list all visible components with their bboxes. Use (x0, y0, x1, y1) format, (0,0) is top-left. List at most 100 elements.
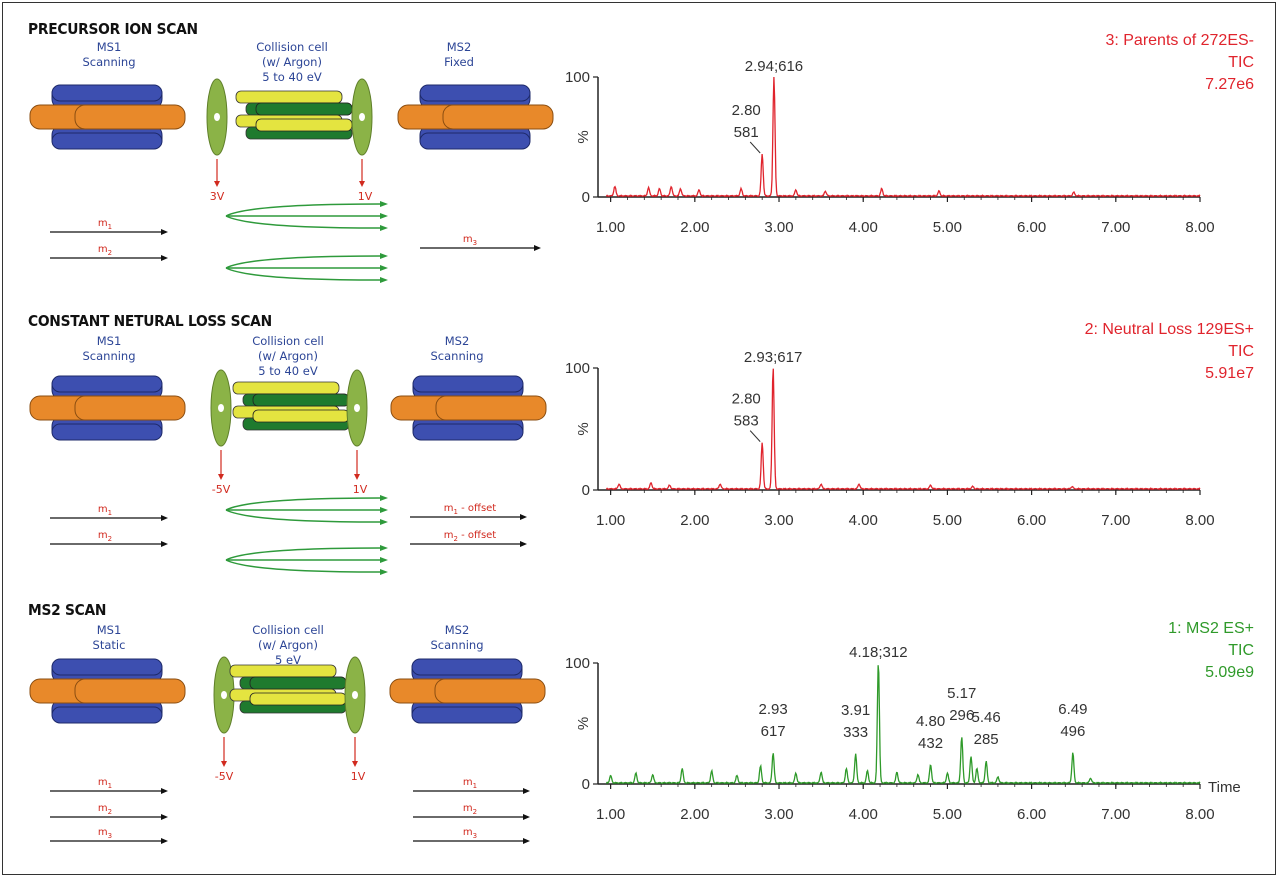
scan-title: CONSTANT NETURAL LOSS SCAN (28, 312, 272, 330)
ms2-ion-arrow (420, 245, 541, 251)
cell-name: Collision cell (252, 334, 324, 348)
lens-aperture (354, 404, 360, 412)
ms2-mass-label: m1 - offset (444, 503, 497, 516)
x-tick-label: 1.00 (596, 219, 625, 236)
chromatogram-trace (605, 665, 1201, 785)
exit-voltage-arrow (359, 159, 365, 187)
arrow-head (161, 838, 168, 844)
ms1-mass-label: m1 (98, 218, 112, 231)
fan-curve (225, 509, 381, 523)
legend-line-1: 3: Parents of 272ES- (1105, 32, 1254, 49)
lens-aperture (359, 113, 365, 121)
rod-blue-front (412, 423, 524, 441)
lens-aperture (214, 113, 220, 121)
chromatogram-chart: 0 100% 1.00 2.00 3.00 4.00 5.00 6.00 7.00 8.00 2.9… (565, 58, 1215, 236)
exit-voltage: 1V (358, 190, 373, 203)
peak-label-time: 3.91 (841, 702, 870, 719)
voltage-arrow-head (354, 474, 360, 480)
fan-curve (225, 203, 381, 217)
x-tick-label: 2.00 (680, 512, 709, 529)
ms1-mass-label: m3 (98, 827, 112, 840)
x-tick-label: 3.00 (764, 512, 793, 529)
peak-leader-line (749, 141, 761, 154)
instrument-diagram: 3V 1V m1 m2 m3 (29, 78, 554, 283)
exit-voltage-arrow (352, 737, 358, 767)
peak-label-mass: 617 (761, 723, 786, 740)
chromatogram-trace (605, 368, 1201, 491)
ms2-mass-label: m3 (463, 234, 477, 247)
x-tick-label: 7.00 (1101, 806, 1130, 823)
ms1-mass-label: m2 (98, 530, 112, 543)
peak-label-mass: 496 (1060, 723, 1085, 740)
x-tick-label: 7.00 (1101, 219, 1130, 236)
rod-blue-front (419, 84, 531, 102)
ms1-quadrupole (29, 84, 186, 150)
ms1-name: MS1 (96, 623, 122, 637)
entrance-lens (213, 656, 235, 734)
ms1-label: MS1 Static (39, 623, 179, 653)
y-axis-label: % (575, 717, 592, 730)
chromatogram-trace (605, 76, 1201, 198)
chart-legend: 1: MS2 ES+ TIC 5.09e9 (1168, 618, 1254, 684)
peak-label-mass: 581 (734, 124, 759, 141)
peak-label-time: 2.80 (732, 391, 761, 408)
ms2-mass-label: m2 (463, 803, 477, 816)
legend-line-2: TIC (1228, 54, 1254, 71)
arrow-head (523, 838, 530, 844)
fragment-ion-arrow (225, 201, 388, 217)
fan-head (380, 507, 388, 513)
x-tick-label: 7.00 (1101, 512, 1130, 529)
entry-voltage-arrow (214, 159, 220, 187)
peak-label-time: 5.46 (972, 709, 1001, 726)
fragment-ion-arrow (225, 559, 388, 575)
y-tick-label: 0 (582, 776, 590, 793)
ms1-mass-label: m1 (98, 504, 112, 517)
legend-line-2: TIC (1228, 343, 1254, 360)
x-axis-label: Time (1208, 779, 1241, 796)
fan-head (380, 519, 388, 525)
arrow-head (161, 541, 168, 547)
exit-voltage-arrow (354, 450, 360, 480)
rod-blue-front (51, 706, 163, 724)
arrow-head (523, 814, 530, 820)
fragment-ion-arrow (225, 545, 388, 561)
voltage-arrow-head (218, 474, 224, 480)
ms1-name: MS1 (96, 334, 122, 348)
ms1-name: MS1 (96, 40, 122, 54)
rod-orange (434, 678, 546, 704)
y-tick-label: 0 (582, 482, 590, 499)
x-tick-label: 5.00 (933, 219, 962, 236)
x-tick-label: 1.00 (596, 806, 625, 823)
x-tick-label: 8.00 (1185, 806, 1214, 823)
ms2-quadrupole (389, 658, 546, 724)
ms1-label: MS1 Scanning (39, 40, 179, 70)
voltage-arrow-head (214, 181, 220, 187)
legend-line-2: TIC (1228, 642, 1254, 659)
panel-precursor-ion-scan: PRECURSOR ION SCAN MS1 Scanning Collisio… (0, 20, 1280, 310)
entry-voltage: -5V (215, 770, 234, 783)
fan-curve (225, 215, 381, 229)
ms1-ion-arrow (50, 788, 168, 794)
legend-line-3: 7.27e6 (1205, 76, 1254, 93)
y-tick-label: 100 (565, 69, 590, 86)
peak-label-mass: 296 (949, 707, 974, 724)
ms1-mode: Scanning (82, 55, 136, 69)
ms1-mode: Static (92, 638, 126, 652)
ms1-ion-arrow (50, 814, 168, 820)
peak-label-mass: 432 (918, 735, 943, 752)
ms2-ion-arrow (413, 838, 530, 844)
ms1-ion-arrow (50, 255, 168, 261)
ms2-mode: Scanning (430, 349, 484, 363)
ms2-mass-label: m3 (463, 827, 477, 840)
ms2-ion-arrow (410, 514, 527, 520)
peak-label-time: 5.17 (947, 685, 976, 702)
fan-curve (225, 267, 381, 281)
fan-head (380, 265, 388, 271)
exit-lens (344, 656, 366, 734)
peak-label-time: 6.49 (1058, 701, 1087, 718)
cell-energy: 5 to 40 eV (258, 364, 318, 378)
chart-legend: 2: Neutral Loss 129ES+ TIC 5.91e7 (1085, 319, 1254, 385)
ms1-ion-arrow (50, 515, 168, 521)
chromatogram-chart: 0 100% 1.00 2.00 3.00 4.00 5.00 6.00 7.00 8.00 Tim… (565, 644, 1241, 823)
